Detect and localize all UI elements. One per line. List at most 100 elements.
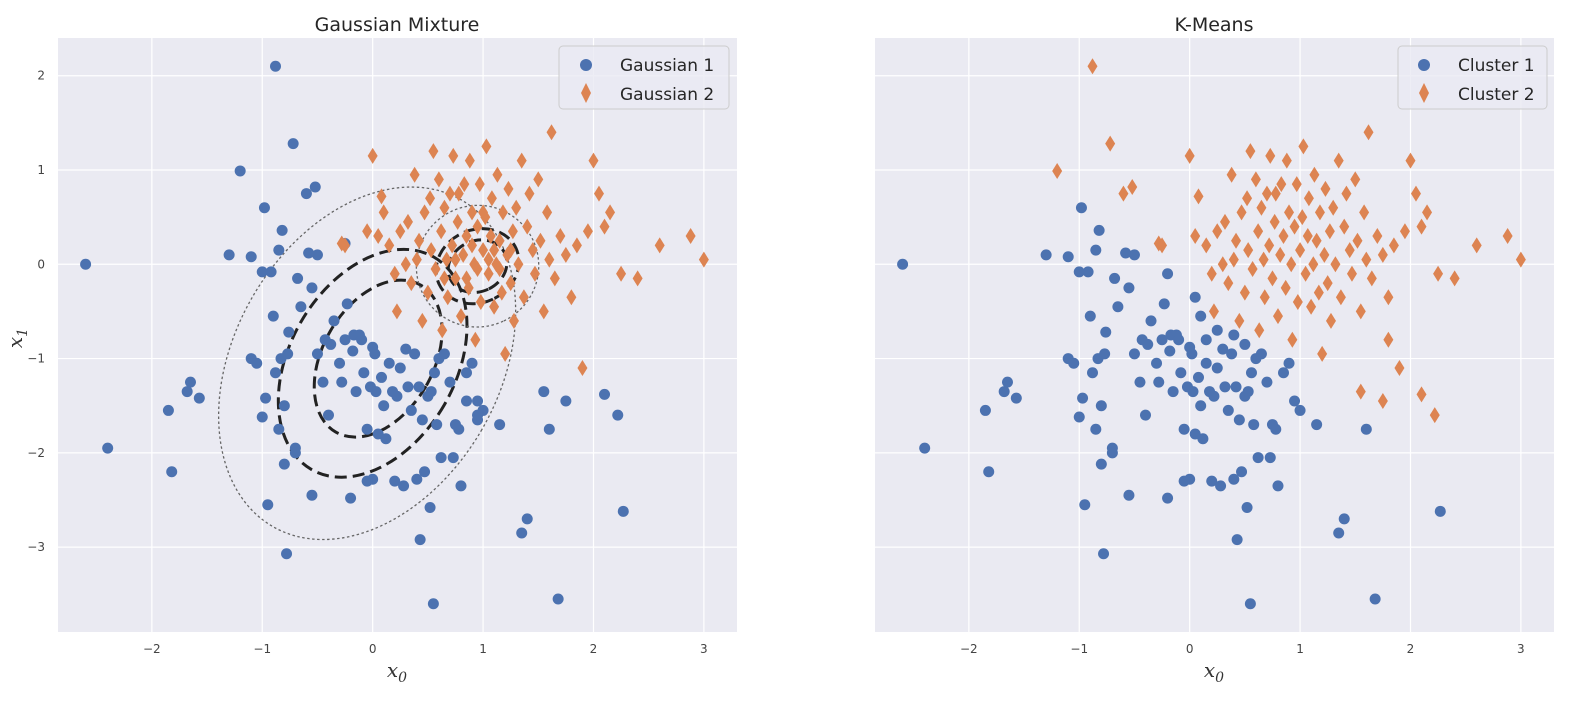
gmm-point-gaussian-1 bbox=[543, 423, 555, 435]
kmeans-point-cluster-2 bbox=[1276, 176, 1287, 193]
gmm-contours bbox=[217, 186, 540, 541]
gmm-point-gaussian-1 bbox=[276, 224, 288, 236]
kmeans-point-cluster-1 bbox=[1244, 598, 1256, 610]
gmm-point-gaussian-2 bbox=[367, 147, 378, 164]
kmeans-point-cluster-2 bbox=[1335, 289, 1346, 306]
gmm-legend: Gaussian 1 Gaussian 2 bbox=[558, 45, 730, 110]
kmeans-point-cluster-2 bbox=[1219, 213, 1230, 230]
kmeans-point-cluster-1 bbox=[1252, 452, 1264, 464]
kmeans-point-cluster-2 bbox=[1314, 204, 1325, 221]
gmm-point-gaussian-1 bbox=[416, 414, 428, 426]
gmm-point-gaussian-1 bbox=[378, 400, 390, 412]
kmeans-point-cluster-1 bbox=[1206, 475, 1218, 487]
kmeans-point-cluster-2 bbox=[1429, 407, 1440, 424]
gmm-point-gaussian-2 bbox=[472, 261, 483, 277]
kmeans-point-cluster-1 bbox=[983, 466, 995, 478]
gmm-point-gaussian-1 bbox=[411, 473, 423, 485]
kmeans-point-cluster-2 bbox=[1313, 284, 1324, 301]
gmm-point-gaussian-2 bbox=[437, 322, 448, 339]
kmeans-point-cluster-1 bbox=[1153, 376, 1165, 388]
gmm-x-tick-label: 2 bbox=[590, 642, 598, 656]
kmeans-point-cluster-2 bbox=[1245, 143, 1256, 160]
kmeans-point-cluster-1 bbox=[1434, 505, 1446, 517]
kmeans-point-cluster-2 bbox=[1416, 218, 1427, 235]
gmm-point-gaussian-1 bbox=[472, 395, 484, 407]
kmeans-point-cluster-2 bbox=[1226, 166, 1237, 183]
kmeans-point-cluster-1 bbox=[1139, 409, 1151, 421]
kmeans-point-cluster-1 bbox=[1200, 334, 1212, 346]
gmm-point-gaussian-2 bbox=[582, 223, 593, 240]
gmm-point-gaussian-2 bbox=[467, 237, 478, 254]
gmm-contour-component-2 bbox=[415, 204, 540, 328]
gmm-point-gaussian-2 bbox=[384, 237, 395, 254]
gmm-point-gaussian-1 bbox=[425, 386, 437, 398]
gmm-point-gaussian-2 bbox=[402, 213, 413, 230]
gmm-point-gaussian-2 bbox=[698, 251, 709, 268]
gmm-point-gaussian-2 bbox=[419, 204, 430, 221]
kmeans-point-cluster-1 bbox=[1123, 489, 1135, 501]
gmm-x-axis-label-sub: 0 bbox=[398, 670, 407, 686]
gmm-point-gaussian-2 bbox=[395, 223, 406, 240]
kmeans-point-cluster-1 bbox=[1195, 400, 1207, 412]
kmeans-point-cluster-1 bbox=[1242, 386, 1254, 398]
gmm-point-gaussian-1 bbox=[341, 298, 353, 310]
gmm-title: Gaussian Mixture bbox=[315, 14, 480, 36]
kmeans-point-cluster-2 bbox=[1258, 251, 1269, 268]
kmeans-point-cluster-2 bbox=[1394, 360, 1405, 376]
gmm-point-gaussian-2 bbox=[470, 331, 481, 348]
gmm-point-gaussian-1 bbox=[367, 473, 379, 485]
gmm-point-gaussian-2 bbox=[481, 138, 492, 155]
kmeans-point-cluster-1 bbox=[1090, 423, 1102, 435]
gmm-point-gaussian-1 bbox=[300, 188, 312, 200]
gmm-point-gaussian-2 bbox=[527, 242, 538, 259]
gmm-point-gaussian-1 bbox=[311, 249, 323, 261]
gmm-point-gaussian-2 bbox=[538, 303, 549, 320]
kmeans-point-cluster-2 bbox=[1269, 213, 1280, 230]
gmm-point-gaussian-2 bbox=[373, 228, 384, 244]
gmm-point-gaussian-1 bbox=[361, 423, 373, 435]
gmm-point-gaussian-1 bbox=[184, 376, 196, 388]
gmm-point-gaussian-1 bbox=[358, 367, 370, 379]
kmeans-point-cluster-2 bbox=[1239, 284, 1250, 301]
gmm-point-gaussian-1 bbox=[328, 315, 340, 327]
gmm-point-gaussian-2 bbox=[544, 251, 555, 268]
gmm-point-gaussian-2 bbox=[505, 242, 516, 259]
gmm-point-gaussian-1 bbox=[282, 348, 294, 360]
kmeans-point-cluster-2 bbox=[1118, 185, 1129, 202]
kmeans-point-cluster-2 bbox=[1410, 185, 1421, 202]
gmm-point-gaussian-2 bbox=[426, 242, 437, 259]
gmm-point-gaussian-1 bbox=[427, 598, 439, 610]
kmeans-point-cluster-2 bbox=[1212, 223, 1223, 240]
gmm-point-gaussian-1 bbox=[472, 414, 484, 426]
kmeans-point-cluster-2 bbox=[1105, 135, 1116, 152]
kmeans-point-cluster-1 bbox=[1278, 367, 1290, 379]
gmm-point-gaussian-2 bbox=[507, 223, 518, 240]
gmm-point-gaussian-1 bbox=[560, 395, 572, 407]
gmm-point-gaussian-2 bbox=[485, 228, 496, 244]
gmm-point-gaussian-2 bbox=[535, 232, 546, 249]
kmeans-point-cluster-1 bbox=[1197, 433, 1209, 445]
kmeans-point-cluster-1 bbox=[1162, 492, 1174, 504]
gmm-plot-background bbox=[58, 38, 737, 632]
kmeans-legend-label-cluster-1: Cluster 1 bbox=[1458, 56, 1535, 76]
kmeans-point-cluster-1 bbox=[1178, 423, 1190, 435]
kmeans-point-cluster-1 bbox=[1270, 423, 1282, 435]
kmeans-point-cluster-1 bbox=[1093, 224, 1105, 236]
kmeans-point-cluster-1 bbox=[998, 386, 1010, 398]
kmeans-point-cluster-1 bbox=[1090, 244, 1102, 256]
kmeans-point-cluster-2 bbox=[1355, 383, 1366, 400]
gmm-point-gaussian-2 bbox=[450, 270, 461, 287]
gmm-point-gaussian-2 bbox=[685, 228, 696, 244]
gmm-point-gaussian-2 bbox=[483, 251, 494, 268]
kmeans-point-cluster-1 bbox=[1142, 338, 1154, 350]
kmeans-point-cluster-1 bbox=[1241, 502, 1253, 514]
gmm-point-gaussian-2 bbox=[505, 275, 516, 292]
gmm-point-gaussian-1 bbox=[270, 60, 282, 72]
kmeans-point-cluster-1 bbox=[1164, 345, 1176, 357]
gmm-point-gaussian-1 bbox=[309, 181, 321, 193]
kmeans-point-cluster-1 bbox=[1123, 282, 1135, 294]
gmm-points bbox=[80, 60, 709, 610]
kmeans-point-cluster-2 bbox=[1228, 251, 1239, 268]
gmm-point-gaussian-1 bbox=[455, 480, 467, 492]
